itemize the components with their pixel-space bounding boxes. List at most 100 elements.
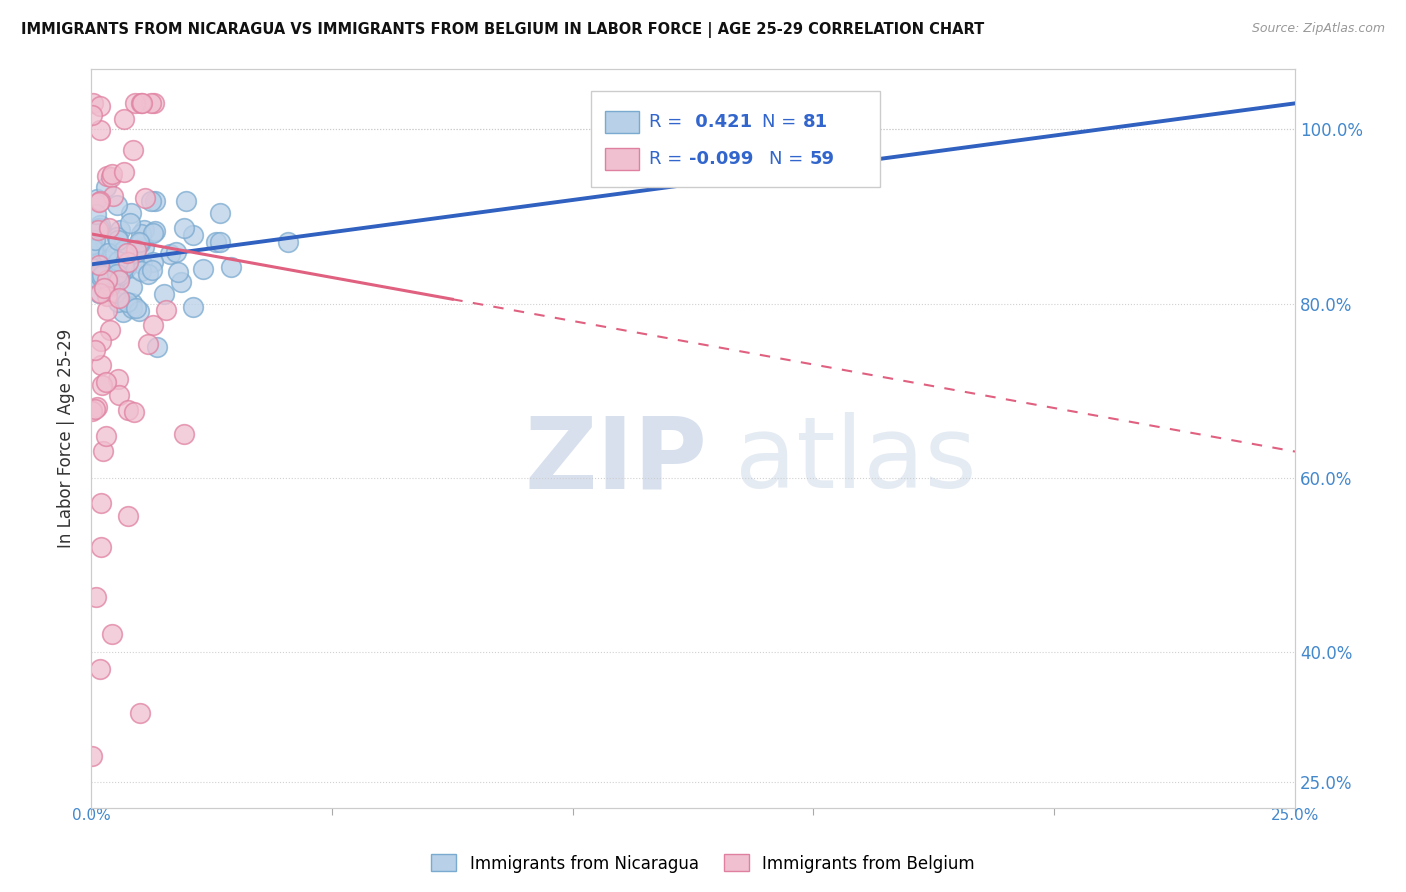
- Point: [82, 269, 104, 284]
- Point: [128, 235, 150, 249]
- Text: IMMIGRANTS FROM NICARAGUA VS IMMIGRANTS FROM BELGIUM IN LABOR FORCE | AGE 25-29 : IMMIGRANTS FROM NICARAGUA VS IMMIGRANTS …: [21, 22, 984, 38]
- Point: [134, 191, 156, 205]
- Point: [107, 253, 129, 268]
- Point: [103, 270, 125, 285]
- Point: [96, 268, 118, 282]
- Point: [122, 143, 145, 157]
- Point: [90, 378, 112, 392]
- Point: [219, 260, 242, 274]
- Point: [118, 216, 141, 230]
- Legend: Immigrants from Nicaragua, Immigrants from Belgium: Immigrants from Nicaragua, Immigrants fr…: [425, 847, 981, 880]
- Point: [142, 255, 165, 269]
- Text: N =: N =: [762, 112, 796, 131]
- Point: [89, 662, 111, 676]
- Point: [89, 122, 111, 136]
- Point: [112, 165, 135, 179]
- Point: [205, 235, 228, 249]
- Point: [90, 270, 112, 285]
- Text: Source: ZipAtlas.com: Source: ZipAtlas.com: [1251, 22, 1385, 36]
- Point: [100, 627, 122, 641]
- Point: [87, 194, 110, 209]
- Point: [143, 224, 166, 238]
- Point: [101, 189, 124, 203]
- Point: [98, 221, 121, 235]
- Point: [82, 96, 104, 111]
- FancyBboxPatch shape: [605, 148, 638, 169]
- Point: [121, 301, 143, 315]
- Point: [90, 334, 112, 348]
- Point: [122, 405, 145, 419]
- Text: -0.099: -0.099: [689, 150, 754, 168]
- Point: [82, 242, 104, 256]
- Point: [115, 261, 138, 276]
- Point: [131, 264, 153, 278]
- Point: [87, 258, 110, 272]
- Point: [91, 268, 114, 282]
- Point: [107, 295, 129, 310]
- Point: [108, 223, 131, 237]
- Point: [155, 303, 177, 318]
- Point: [117, 403, 139, 417]
- Text: 0.0%: 0.0%: [72, 808, 111, 823]
- Point: [84, 343, 107, 357]
- Point: [98, 266, 121, 280]
- Point: [96, 375, 118, 389]
- Point: [89, 218, 111, 232]
- Point: [84, 233, 107, 247]
- Point: [84, 241, 107, 255]
- Point: [108, 388, 131, 402]
- Point: [159, 247, 181, 261]
- Point: [82, 108, 104, 122]
- Point: [83, 402, 105, 417]
- Point: [125, 301, 148, 315]
- Point: [90, 268, 112, 282]
- Text: N =: N =: [769, 150, 803, 168]
- Point: [96, 302, 118, 317]
- Point: [124, 96, 146, 111]
- Point: [94, 180, 117, 194]
- Point: [131, 257, 153, 271]
- Point: [141, 194, 163, 208]
- Point: [107, 233, 129, 247]
- Point: [98, 323, 121, 337]
- Point: [100, 170, 122, 185]
- Point: [96, 273, 118, 287]
- FancyBboxPatch shape: [605, 111, 638, 133]
- Point: [107, 372, 129, 386]
- Point: [146, 340, 169, 354]
- Point: [87, 256, 110, 270]
- Point: [153, 286, 176, 301]
- Point: [143, 96, 166, 111]
- Point: [87, 271, 110, 285]
- Point: [138, 337, 160, 351]
- Point: [101, 167, 124, 181]
- Point: [86, 400, 108, 414]
- Text: atlas: atlas: [735, 412, 977, 509]
- Point: [170, 275, 193, 289]
- Point: [117, 246, 139, 260]
- Point: [142, 226, 165, 240]
- Point: [128, 304, 150, 318]
- Text: ZIP: ZIP: [524, 412, 707, 509]
- Text: R =: R =: [648, 112, 682, 131]
- Point: [191, 262, 214, 277]
- Point: [93, 280, 115, 294]
- Point: [108, 291, 131, 305]
- Point: [174, 194, 197, 208]
- Point: [128, 236, 150, 251]
- Point: [120, 206, 142, 220]
- Point: [86, 207, 108, 221]
- Text: 0.421: 0.421: [689, 112, 752, 131]
- Point: [128, 706, 150, 720]
- Point: [89, 286, 111, 301]
- Point: [104, 286, 127, 301]
- Point: [277, 235, 299, 249]
- Text: 25.0%: 25.0%: [1271, 808, 1319, 823]
- Point: [104, 274, 127, 288]
- Point: [110, 268, 132, 283]
- Point: [121, 279, 143, 293]
- Point: [87, 223, 110, 237]
- Point: [112, 260, 135, 274]
- Point: [107, 267, 129, 281]
- Point: [141, 262, 163, 277]
